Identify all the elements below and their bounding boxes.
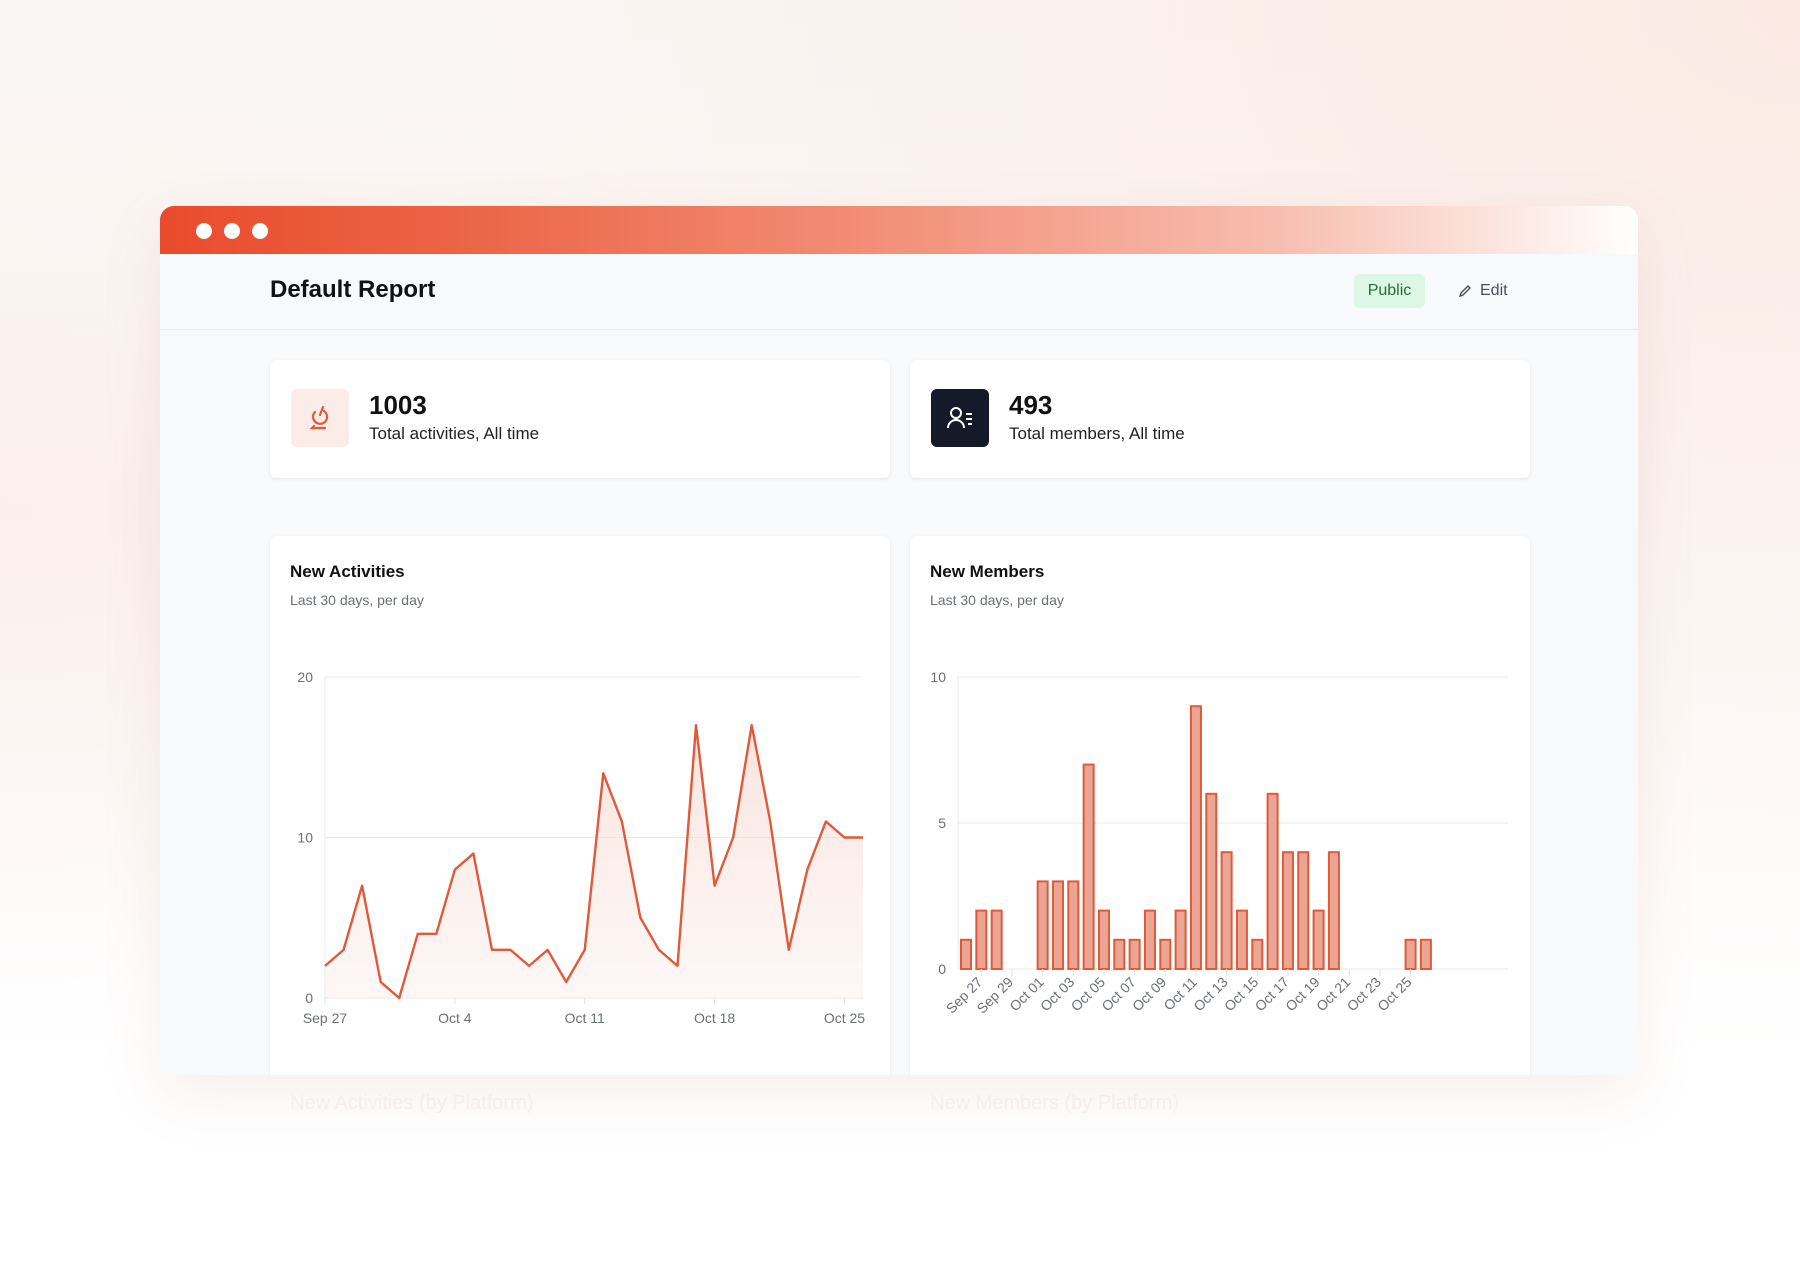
section-title-activities-platform: New Activities (by Platform)	[290, 1092, 534, 1114]
edit-button[interactable]: Edit	[1458, 274, 1508, 308]
window-dot-minimize[interactable]	[224, 223, 240, 239]
bar-Sep 28	[990, 909, 1003, 971]
bar-Sep 27	[975, 909, 988, 971]
x-tick-label: Oct 4	[438, 1010, 472, 1026]
bar-Oct 03	[1067, 880, 1080, 970]
x-tick-label: Oct 25	[824, 1010, 865, 1026]
bar-Oct 14	[1235, 909, 1248, 971]
bar-Oct 06	[1113, 938, 1126, 970]
report-header: Default Report Public Edit	[160, 254, 1638, 330]
public-badge[interactable]: Public	[1354, 274, 1425, 308]
stat-card-members: 493 Total members, All time	[910, 360, 1530, 478]
pencil-icon	[1458, 285, 1471, 298]
y-tick-label: 0	[305, 990, 313, 1006]
y-tick-label: 0	[938, 961, 946, 977]
bar-Oct 07	[1128, 938, 1141, 970]
stat-card-activities: 1003 Total activities, All time	[270, 360, 890, 478]
bar-Oct 19	[1312, 909, 1325, 971]
window-dot-close[interactable]	[196, 223, 212, 239]
bar-Oct 09	[1159, 938, 1172, 970]
edit-label: Edit	[1480, 282, 1508, 299]
window-titlebar	[160, 206, 1638, 254]
report-window: Default Report Public Edit 1003 Total ac…	[160, 206, 1638, 1075]
bar-Sep 26	[960, 938, 972, 970]
x-tick-label: Oct 11	[565, 1010, 605, 1026]
bar-Oct 05	[1097, 909, 1110, 971]
bar-Oct 16	[1266, 792, 1279, 970]
stat-value: 493	[1009, 390, 1053, 420]
y-tick-label: 5	[938, 815, 946, 831]
bar-Oct 13	[1220, 851, 1233, 971]
series-line	[324, 723, 863, 1000]
bar-Oct 12	[1205, 792, 1218, 970]
chart-subtitle: Last 30 days, per day	[290, 592, 424, 608]
bar-Oct 15	[1251, 938, 1264, 970]
bar-Oct 18	[1297, 851, 1310, 971]
stat-label: Total members, All time	[1009, 424, 1185, 443]
line-chart: 0 10 20 Sep 27 Oct 4 Oct 11 Oct 18 Oct 25	[297, 669, 865, 1026]
x-tick-label: Sep 27	[303, 1010, 348, 1026]
chart-subtitle: Last 30 days, per day	[930, 592, 1064, 608]
x-tick-label: Oct 25	[1374, 974, 1415, 1015]
bar-Oct 08	[1143, 909, 1156, 971]
activity-icon	[291, 389, 349, 447]
bar-Oct 17	[1281, 851, 1294, 971]
y-tick-label: 10	[297, 830, 313, 846]
x-tick-label: Oct 09	[1129, 974, 1170, 1015]
bar-Oct 11	[1189, 705, 1202, 970]
bar-Oct 04	[1082, 763, 1095, 970]
stat-value: 1003	[369, 390, 427, 420]
bar-Oct 01	[1036, 880, 1049, 970]
y-tick-label: 20	[297, 669, 313, 685]
new-members-card: New Members Last 30 days, per day 0 5 10 Se…	[910, 536, 1530, 1075]
bar-Oct 02	[1051, 880, 1064, 970]
section-title-members-platform: New Members (by Platform)	[930, 1092, 1179, 1114]
y-tick-label: 10	[930, 669, 946, 685]
chart-title: New Activities	[290, 562, 405, 581]
bar-Oct 25	[1404, 938, 1417, 970]
members-icon	[931, 389, 989, 447]
bar-Oct 10	[1174, 909, 1187, 971]
bar-Oct 26	[1419, 938, 1432, 970]
stat-label: Total activities, All time	[369, 424, 540, 443]
window-dot-maximize[interactable]	[252, 223, 268, 239]
bar-Oct 20	[1327, 851, 1340, 971]
page-title: Default Report	[270, 276, 436, 303]
new-activities-card: New Activities Last 30 days, per day 0 10…	[270, 536, 890, 1075]
chart-title: New Members	[930, 562, 1045, 581]
x-tick-label: Oct 18	[694, 1010, 735, 1026]
